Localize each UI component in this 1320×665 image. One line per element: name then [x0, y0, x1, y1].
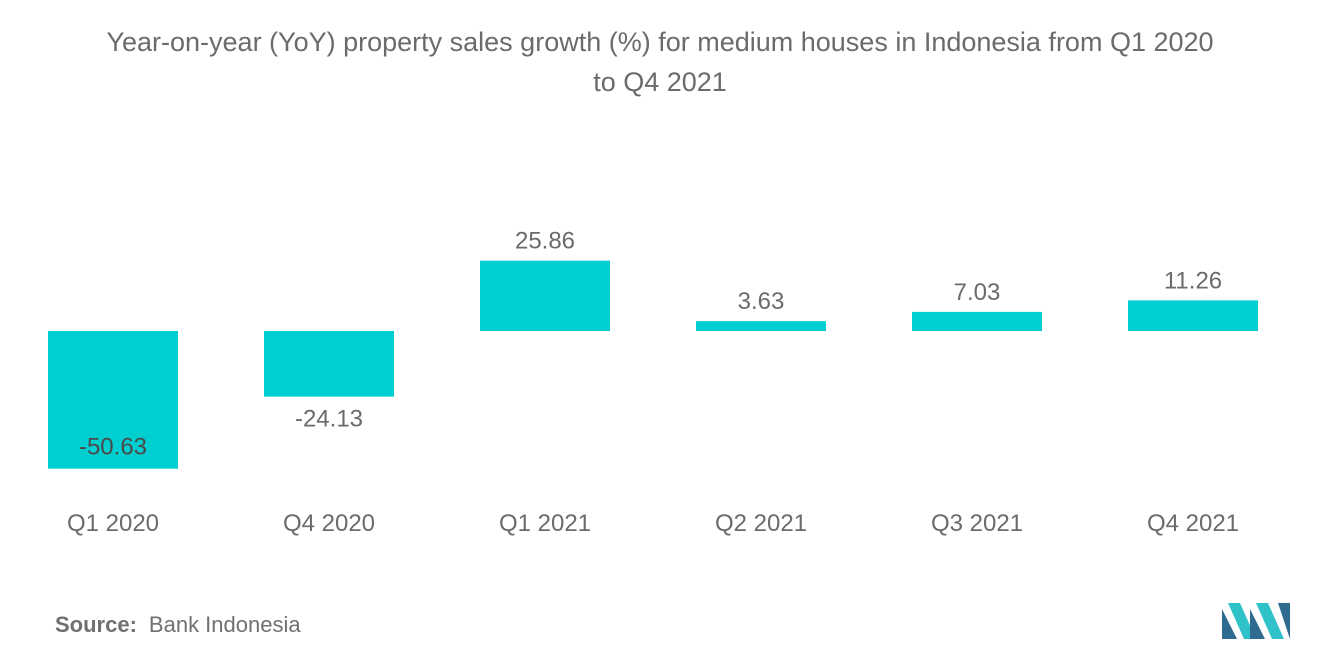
bar-q4-2020 [264, 331, 394, 397]
bar-q1-2020 [48, 331, 178, 469]
mordor-logo-icon [1222, 603, 1290, 639]
data-label: 3.63 [738, 288, 785, 315]
x-tick-label: Q4 2020 [283, 510, 375, 537]
source-label: Source: [55, 612, 137, 637]
x-tick-label: Q1 2021 [499, 510, 591, 537]
chart-title: Year-on-year (YoY) property sales growth… [0, 22, 1320, 102]
data-label: 11.26 [1164, 267, 1222, 294]
bar-q1-2021 [480, 260, 610, 331]
x-tick-label: Q3 2021 [931, 510, 1023, 537]
bar-q4-2021 [1128, 300, 1258, 331]
x-tick-label: Q1 2020 [67, 510, 159, 537]
source-note: Source: Bank Indonesia [55, 612, 301, 638]
data-label: -24.13 [295, 406, 363, 433]
data-label: 25.86 [515, 228, 575, 255]
x-tick-label: Q4 2021 [1147, 510, 1239, 537]
chart-title-line-1: Year-on-year (YoY) property sales growth… [106, 27, 1214, 57]
data-label: 7.03 [954, 279, 1001, 306]
data-label: -50.63 [79, 434, 147, 461]
bar-q2-2021 [696, 321, 826, 331]
chart-title-line-2: to Q4 2021 [593, 67, 727, 97]
x-tick-label: Q2 2021 [715, 510, 807, 537]
source-value: Bank Indonesia [148, 612, 301, 637]
bar-q3-2021 [912, 311, 1042, 331]
